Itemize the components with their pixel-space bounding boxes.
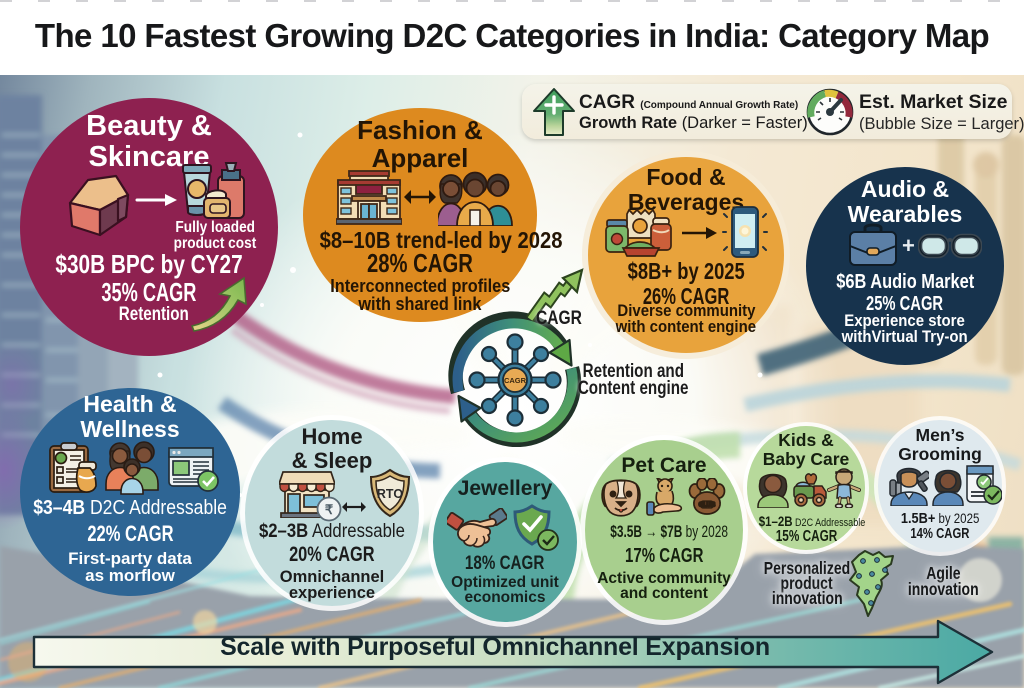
svg-text:CAGR: CAGR	[504, 376, 527, 385]
svg-text:CLUB: CLUB	[699, 503, 716, 509]
svg-text:₹: ₹	[325, 502, 334, 517]
svg-text:RTO: RTO	[377, 487, 403, 501]
